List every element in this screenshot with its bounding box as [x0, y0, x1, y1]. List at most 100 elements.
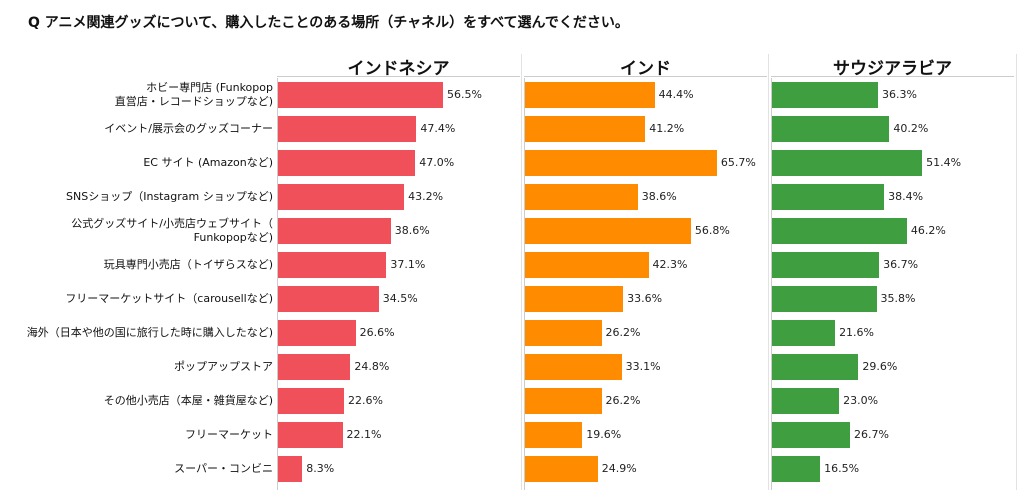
category-label-text: スーパー・コンビニ	[174, 462, 273, 475]
bar	[525, 218, 691, 244]
bar	[278, 150, 416, 176]
data-label: 44.4%	[658, 88, 694, 101]
bar	[278, 388, 344, 414]
data-label: 34.5%	[382, 292, 418, 305]
bar	[525, 184, 638, 210]
axis-line	[771, 78, 772, 490]
data-label: 26.6%	[359, 326, 395, 339]
bar	[525, 422, 583, 448]
category-label-text: SNSショップ（Instagram ショップなど)	[66, 190, 273, 203]
bar	[525, 116, 646, 142]
data-label: 36.7%	[883, 258, 919, 271]
category-label-text: フリーマーケットサイト（carousellなど)	[65, 292, 273, 305]
axis-line	[524, 78, 525, 490]
bar	[772, 252, 880, 278]
data-label: 47.0%	[419, 156, 455, 169]
data-label: 33.6%	[627, 292, 663, 305]
bar	[525, 150, 717, 176]
bar	[278, 354, 351, 380]
bar	[525, 456, 598, 482]
bar	[525, 286, 624, 312]
bar	[278, 116, 417, 142]
chart-title: Q アニメ関連グッズについて、購入したことのある場所（チャネル）をすべて選んでく…	[28, 15, 629, 31]
data-label: 38.4%	[888, 190, 924, 203]
bar	[278, 320, 356, 346]
bar	[772, 150, 923, 176]
bar	[772, 456, 821, 482]
bar	[772, 82, 878, 108]
category-label: イベント/展示会のグッズコーナー	[3, 112, 273, 146]
data-label: 24.9%	[601, 462, 637, 475]
data-label: 23.0%	[843, 394, 879, 407]
data-label: 56.5%	[446, 88, 482, 101]
category-label: 公式グッズサイト/小売店ウェブサイト（ Funkopopなど)	[3, 214, 273, 248]
category-label: スーパー・コンビニ	[3, 452, 273, 486]
bar	[772, 116, 890, 142]
axis-line	[277, 78, 278, 490]
category-label-text: 海外（日本や他の国に旅行した時に購入したなど)	[26, 326, 273, 339]
data-label: 36.3%	[881, 88, 917, 101]
data-label: 26.7%	[853, 428, 889, 441]
data-label: 19.6%	[586, 428, 622, 441]
bar	[278, 82, 443, 108]
data-label: 22.1%	[346, 428, 382, 441]
bar	[772, 422, 850, 448]
data-label: 41.2%	[649, 122, 685, 135]
category-label: フリーマーケットサイト（carousellなど)	[3, 282, 273, 316]
data-label: 47.4%	[420, 122, 456, 135]
category-label-text: イベント/展示会のグッズコーナー	[104, 122, 273, 135]
series-header: インドネシア	[277, 54, 520, 79]
panel-separator	[521, 54, 522, 490]
category-label-text: ポップアップストア	[174, 360, 273, 373]
category-label-text: EC サイト (Amazonなど)	[143, 156, 273, 169]
bar	[525, 320, 602, 346]
data-label: 38.6%	[394, 224, 430, 237]
bar	[525, 82, 655, 108]
bar	[278, 422, 343, 448]
category-label: 玩具専門小売店（トイザらスなど)	[3, 248, 273, 282]
data-label: 35.8%	[880, 292, 916, 305]
category-label-text: ホビー専門店 (Funkopop 直営店・レコードショップなど)	[114, 81, 273, 108]
bar	[772, 354, 859, 380]
panel-separator	[768, 54, 769, 490]
data-label: 42.3%	[652, 258, 688, 271]
data-label: 24.8%	[354, 360, 390, 373]
bar	[278, 286, 379, 312]
category-label: ポップアップストア	[3, 350, 273, 384]
bar	[772, 320, 836, 346]
series-header: インド	[524, 54, 767, 79]
data-label: 22.6%	[347, 394, 383, 407]
data-label: 16.5%	[824, 462, 860, 475]
bar	[525, 354, 622, 380]
data-label: 21.6%	[839, 326, 875, 339]
data-label: 46.2%	[910, 224, 946, 237]
bar	[278, 456, 303, 482]
data-label: 37.1%	[390, 258, 426, 271]
data-label: 38.6%	[641, 190, 677, 203]
bar	[772, 388, 840, 414]
category-label-text: フリーマーケット	[185, 428, 273, 441]
bar	[278, 184, 405, 210]
panel-separator	[1016, 54, 1017, 490]
bar	[525, 388, 602, 414]
bar	[772, 184, 885, 210]
category-label: その他小売店（本屋・雑貨屋など)	[3, 384, 273, 418]
data-label: 8.3%	[306, 462, 335, 475]
data-label: 56.8%	[694, 224, 730, 237]
data-label: 65.7%	[720, 156, 756, 169]
data-label: 29.6%	[862, 360, 898, 373]
category-label: 海外（日本や他の国に旅行した時に購入したなど)	[3, 316, 273, 350]
data-label: 43.2%	[408, 190, 444, 203]
data-label: 40.2%	[893, 122, 929, 135]
data-label: 51.4%	[926, 156, 962, 169]
bar	[278, 218, 391, 244]
bar	[278, 252, 387, 278]
bar	[525, 252, 649, 278]
bar	[772, 218, 907, 244]
category-label-text: 公式グッズサイト/小売店ウェブサイト（ Funkopopなど)	[71, 217, 273, 244]
category-label-text: 玩具専門小売店（トイザらスなど)	[103, 258, 273, 271]
data-label: 33.1%	[625, 360, 661, 373]
bar	[772, 286, 877, 312]
series-header: サウジアラビア	[771, 54, 1014, 79]
data-label: 26.2%	[605, 394, 641, 407]
